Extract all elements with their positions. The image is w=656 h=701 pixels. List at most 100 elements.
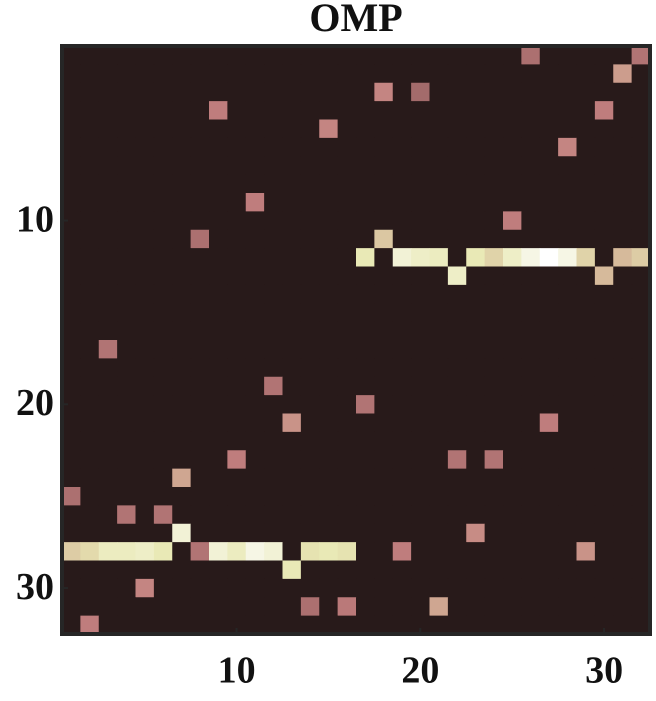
cell xyxy=(282,303,302,323)
cell xyxy=(539,395,559,414)
cell xyxy=(337,395,357,414)
cell xyxy=(190,542,210,561)
cell xyxy=(521,505,541,525)
cell xyxy=(98,101,118,120)
cell xyxy=(613,211,633,231)
cell xyxy=(503,266,522,286)
cell xyxy=(227,560,247,580)
cell xyxy=(337,542,357,561)
cell xyxy=(300,450,320,470)
cell xyxy=(503,395,522,414)
cell xyxy=(98,82,118,102)
cell xyxy=(576,156,596,176)
cell xyxy=(411,450,430,470)
cell xyxy=(282,487,302,506)
cell xyxy=(117,487,136,506)
cell xyxy=(594,358,614,378)
cell xyxy=(631,597,651,617)
cell xyxy=(245,156,265,176)
cell xyxy=(594,505,614,525)
cell xyxy=(411,597,430,617)
cell xyxy=(337,101,357,120)
cell xyxy=(356,597,375,617)
cell xyxy=(319,542,339,561)
cell xyxy=(80,615,100,635)
cell xyxy=(80,431,100,451)
cell xyxy=(558,229,577,249)
cell xyxy=(613,64,633,84)
cell xyxy=(466,578,486,598)
cell xyxy=(98,597,118,617)
cell xyxy=(411,505,430,525)
cell xyxy=(245,523,265,543)
cell xyxy=(429,156,449,176)
cell xyxy=(539,82,559,102)
cell xyxy=(80,340,100,359)
cell xyxy=(576,578,596,598)
cell xyxy=(447,193,467,212)
cell xyxy=(62,376,81,396)
cell xyxy=(190,284,210,304)
cell xyxy=(337,284,357,304)
cell xyxy=(337,431,357,451)
cell xyxy=(80,450,100,470)
cell xyxy=(190,468,210,488)
cell xyxy=(245,248,265,267)
cell xyxy=(227,193,247,212)
cell xyxy=(558,523,577,543)
cell xyxy=(172,468,192,488)
cell xyxy=(613,284,633,304)
cell xyxy=(613,229,633,249)
cell xyxy=(594,266,614,286)
cell xyxy=(484,248,504,267)
cell xyxy=(576,266,596,286)
cell xyxy=(190,101,210,120)
cell xyxy=(172,193,192,212)
cell xyxy=(594,615,614,635)
cell xyxy=(172,137,192,157)
cell xyxy=(521,321,541,341)
cell xyxy=(466,119,486,139)
cell xyxy=(447,64,467,84)
cell xyxy=(576,82,596,102)
cell xyxy=(576,248,596,267)
cell xyxy=(300,487,320,506)
cell xyxy=(80,119,100,139)
cell xyxy=(429,431,449,451)
cell xyxy=(631,193,651,212)
cell xyxy=(80,266,100,286)
cell xyxy=(503,431,522,451)
cell xyxy=(356,615,375,635)
cell xyxy=(209,487,228,506)
cell xyxy=(227,82,247,102)
cell xyxy=(631,450,651,470)
cell xyxy=(576,450,596,470)
cell xyxy=(135,376,155,396)
cell xyxy=(594,597,614,617)
cell xyxy=(429,542,449,561)
cell xyxy=(98,211,118,231)
cell xyxy=(392,505,412,525)
cell xyxy=(190,46,210,65)
cell xyxy=(319,413,339,433)
cell xyxy=(466,468,486,488)
cell xyxy=(62,523,81,543)
cell xyxy=(447,376,467,396)
cell xyxy=(484,321,504,341)
cell xyxy=(521,101,541,120)
cell xyxy=(337,119,357,139)
cell xyxy=(135,101,155,120)
cell xyxy=(245,376,265,396)
cell xyxy=(521,156,541,176)
cell xyxy=(135,578,155,598)
cell xyxy=(503,413,522,433)
cell xyxy=(62,542,81,561)
cell xyxy=(337,266,357,286)
cell xyxy=(631,413,651,433)
cell xyxy=(245,450,265,470)
cell xyxy=(466,560,486,580)
cell xyxy=(503,174,522,194)
cell xyxy=(117,560,136,580)
cell xyxy=(190,578,210,598)
cell xyxy=(227,229,247,249)
